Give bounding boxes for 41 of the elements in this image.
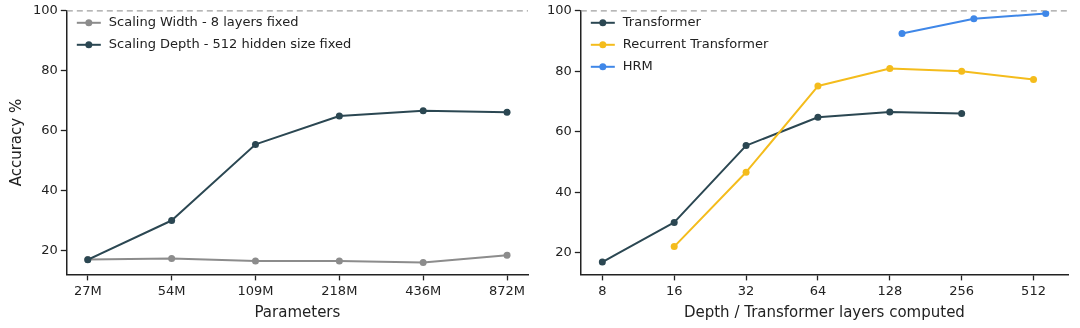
y-tick-label: 40 [555, 183, 572, 199]
point [419, 107, 427, 115]
y-tick-label: 80 [555, 62, 572, 78]
point [419, 258, 427, 266]
point [503, 251, 511, 259]
y-axis-title: Accuracy % [6, 98, 25, 187]
x-axis-title: Depth / Transformer layers computed [683, 302, 965, 321]
x-tick-label: 8 [598, 282, 607, 298]
legend-label: Recurrent Transformer [622, 36, 769, 52]
x-tick-label: 54M [157, 282, 186, 298]
y-tick-label: 100 [32, 2, 58, 18]
point [335, 112, 343, 120]
x-tick-label: 218M [321, 282, 358, 298]
legend-label: Scaling Width - 8 layers fixed [108, 14, 299, 30]
point [251, 257, 259, 265]
point [168, 216, 176, 224]
x-tick-label: 128 [877, 282, 903, 298]
y-tick-label: 60 [555, 123, 572, 139]
point [251, 140, 259, 148]
x-tick-label: 872M [489, 282, 526, 298]
x-tick-label: 256 [949, 282, 975, 298]
y-tick-label: 20 [41, 241, 58, 257]
point [503, 108, 511, 116]
legend-label: HRM [622, 58, 653, 74]
legend-label: Scaling Depth - 512 hidden size fixed [108, 36, 352, 52]
y-tick-label: 100 [546, 2, 572, 18]
x-tick-label: 27M [73, 282, 102, 298]
x-tick-label: 436M [405, 282, 442, 298]
y-tick-label: 40 [41, 181, 58, 197]
x-axis-title: Parameters [254, 302, 341, 321]
y-tick-label: 60 [41, 121, 58, 137]
y-tick-label: 80 [41, 62, 58, 78]
x-tick-label: 64 [809, 282, 827, 298]
x-tick-label: 32 [737, 282, 755, 298]
y-tick-label: 20 [555, 244, 572, 260]
x-tick-label: 16 [665, 282, 683, 298]
x-tick-label: 512 [1021, 282, 1046, 298]
x-tick-label: 109M [237, 282, 274, 298]
point [168, 255, 176, 263]
legend-label: Transformer [621, 14, 702, 30]
point [335, 257, 343, 265]
